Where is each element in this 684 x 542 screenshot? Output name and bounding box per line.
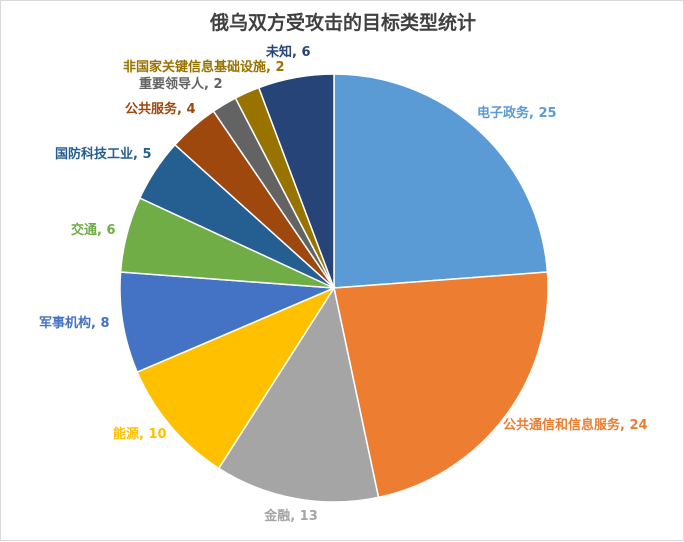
data-label-能源: 能源, 10	[113, 426, 167, 442]
pie-slice-金融	[217, 286, 380, 503]
data-label-重要领导人: 重要领导人, 2	[139, 76, 223, 92]
data-label-电子政务: 电子政务, 25	[477, 105, 557, 121]
data-label-非国家关键信息基础设施: 非国家关键信息基础设施, 2	[123, 59, 285, 75]
data-label-未知: 未知, 6	[265, 44, 311, 60]
pie-slice-未知	[257, 73, 335, 289]
data-label-公共通信和信息服务: 公共通信和信息服务, 24	[503, 417, 648, 433]
pie-slice-能源	[136, 286, 336, 470]
chart-title: 俄乌双方受攻击的目标类型统计	[209, 12, 476, 34]
data-label-金融: 金融, 13	[263, 508, 318, 524]
pie-slice-公共通信和信息服务	[333, 271, 549, 499]
pie-slice-军事机构	[119, 271, 335, 374]
data-label-公共服务: 公共服务, 4	[125, 101, 196, 117]
data-label-交通: 交通, 6	[71, 222, 116, 238]
pie-slice-电子政务	[333, 73, 549, 289]
data-label-军事机构: 军事机构, 8	[39, 315, 110, 331]
data-label-国防科技工业: 国防科技工业, 5	[55, 146, 152, 162]
